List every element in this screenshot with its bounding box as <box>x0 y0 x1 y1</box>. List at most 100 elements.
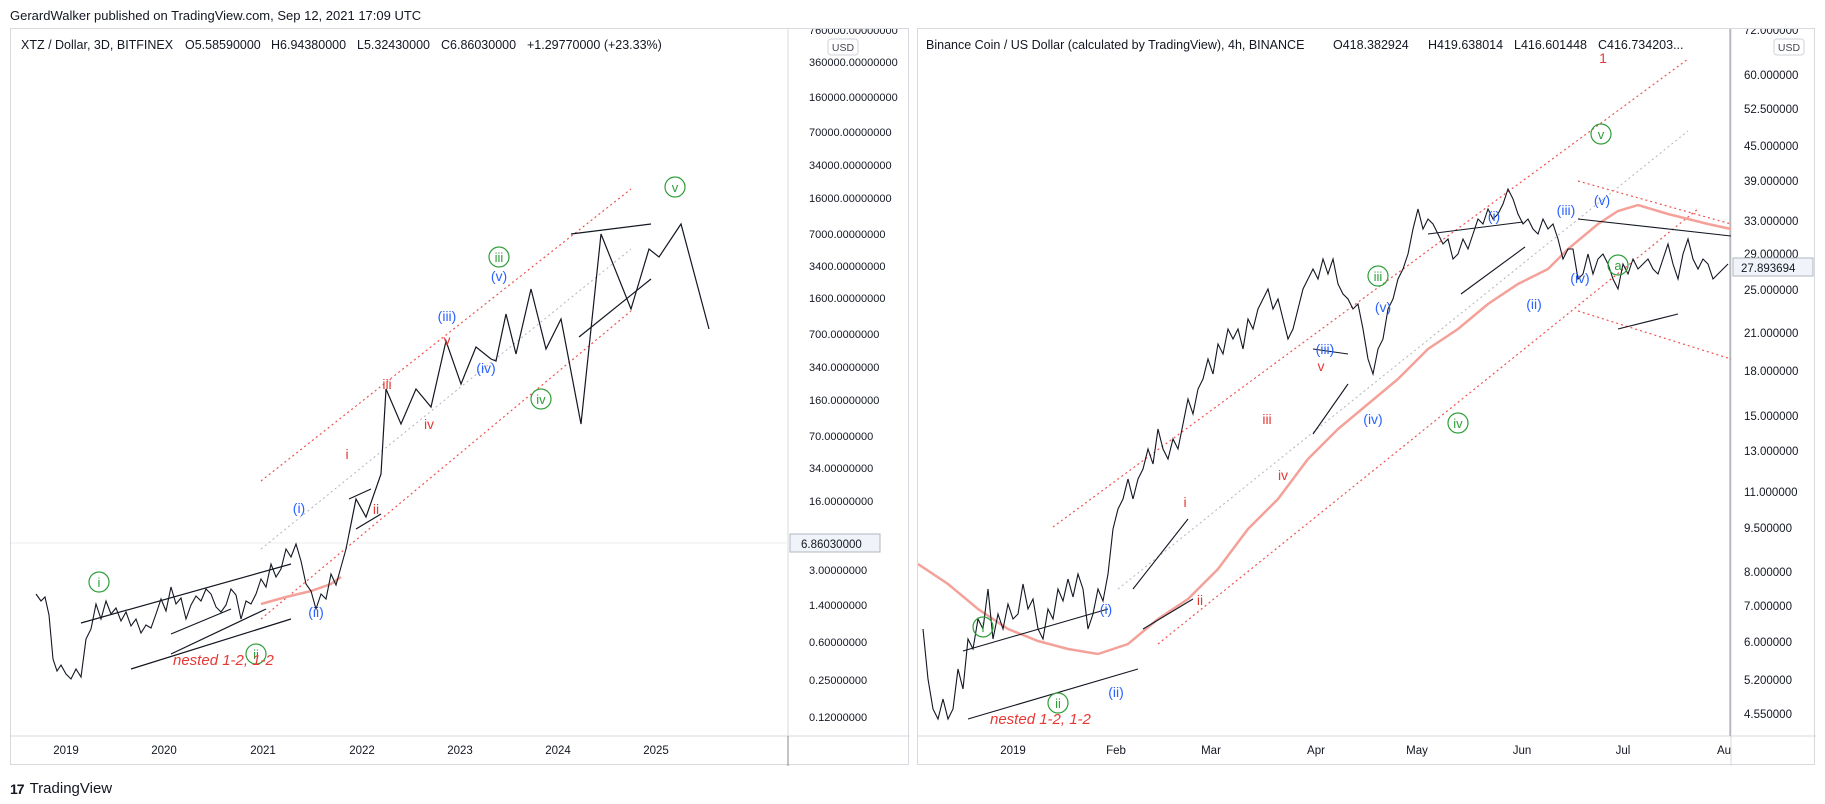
xtz-wave-label: iii <box>382 376 391 392</box>
xtz-projection-path <box>348 222 710 535</box>
bnb-wave-circle <box>1047 692 1069 714</box>
xtz-low: L5.32430000 <box>357 38 430 52</box>
xtz-close: C6.86030000 <box>441 38 516 52</box>
bnb-wave-label: iii <box>1374 269 1383 284</box>
xtz-xtick: 2021 <box>250 745 276 757</box>
xtz-ytick: 160000.00000000 <box>809 92 898 104</box>
xtz-wave-label: (iv) <box>476 360 495 376</box>
bnb-trendline <box>1312 383 1349 435</box>
xtz-wave-label: iv <box>424 416 434 432</box>
xtz-change: +1.29770000 (+23.33%) <box>527 38 662 52</box>
xtz-channel-upper <box>260 188 632 482</box>
bnb-ytick: 52.500000 <box>1744 104 1798 116</box>
bnb-xtick: Feb <box>1106 745 1126 757</box>
xtz-ytick: 700.00000000 <box>809 329 879 341</box>
bnb-chart-svg[interactable]: Binance Coin / US Dollar (calculated by … <box>917 25 1816 766</box>
xtz-xtick: 2023 <box>447 745 473 757</box>
bnb-wave-label: (v) <box>1375 299 1391 315</box>
bnb-ytick: 18.000000 <box>1744 366 1798 378</box>
bnb-ytick: 33.000000 <box>1744 216 1798 228</box>
bnb-wave-label: iv <box>1453 416 1463 431</box>
bnb-wave-label: (v) <box>1594 192 1610 208</box>
bnb-xtick: Apr <box>1307 745 1325 757</box>
bnb-wave-label: (iv) <box>1363 411 1382 427</box>
bnb-wave-label: (iv) <box>1570 270 1589 286</box>
xtz-open: O5.58590000 <box>185 38 261 52</box>
xtz-trendline <box>130 618 292 670</box>
bnb-trendline <box>1427 221 1524 235</box>
bnb-wave-circle <box>1590 123 1612 145</box>
bnb-ytick: 5.200000 <box>1744 675 1792 687</box>
bnb-currency-badge[interactable] <box>1773 38 1805 56</box>
bnb-trendline <box>1142 598 1194 630</box>
xtz-ytick: 70.00000000 <box>809 431 873 443</box>
xtz-currency-badge[interactable] <box>827 38 859 56</box>
xtz-last-price-tag <box>789 533 881 553</box>
bnb-low: L416.601448 <box>1514 38 1587 52</box>
xtz-ytick: 16000.00000000 <box>809 193 892 205</box>
xtz-trendline <box>348 488 372 500</box>
xtz-ytick: 1600.00000000 <box>809 293 885 305</box>
bnb-wave-circle <box>1447 412 1469 434</box>
publisher-line: GerardWalker published on TradingView.co… <box>10 8 422 23</box>
bnb-ytick: 25.000000 <box>1744 285 1798 297</box>
bnb-wave-label: iii <box>1262 411 1271 427</box>
bnb-wave-label: v <box>1318 358 1325 374</box>
xtz-ytick: 7000.00000000 <box>809 229 885 241</box>
xtz-wave-label: ii <box>373 501 379 517</box>
xtz-wave-label: ii <box>253 647 259 662</box>
tradingview-logo-icon[interactable]: 17 <box>10 780 25 797</box>
xtz-wave-label: iv <box>536 392 546 407</box>
xtz-wave-label: (i) <box>293 500 305 516</box>
xtz-ytick: 0.60000000 <box>809 637 867 649</box>
bnb-last-price-tag <box>1732 257 1814 277</box>
xtz-xtick: 2024 <box>545 745 571 757</box>
bnb-ytick: 8.000000 <box>1744 567 1792 579</box>
bnb-ytick: 45.000000 <box>1744 141 1798 153</box>
xtz-wave-circle <box>488 246 510 268</box>
bnb-wave-label: (ii) <box>1108 684 1124 700</box>
bnb-trendline <box>1460 246 1526 295</box>
xtz-trendline <box>570 223 652 235</box>
xtz-last-price-label: 6.86030000 <box>801 539 862 551</box>
footer-brand[interactable]: TradingView <box>29 780 113 797</box>
xtz-wave-label: (iii) <box>438 308 457 324</box>
bnb-ytick: 60.000000 <box>1744 70 1798 82</box>
xtz-trendline <box>170 608 267 655</box>
bnb-chart-panel: Binance Coin / US Dollar (calculated by … <box>917 25 1816 766</box>
xtz-trendline <box>170 608 232 635</box>
xtz-chart-svg[interactable]: XTZ / Dollar, 3D, BITFINEX O5.58590000 H… <box>11 25 910 766</box>
xtz-wave-label: v <box>672 180 679 195</box>
bnb-xtick: Au <box>1717 745 1731 757</box>
bnb-wave-label: (i) <box>1100 601 1112 617</box>
xtz-wave-label: v <box>444 332 451 348</box>
xtz-trendline <box>355 513 382 530</box>
xtz-xtick: 2025 <box>643 745 669 757</box>
bnb-open: O418.382924 <box>1333 38 1409 52</box>
xtz-ytick: 34.00000000 <box>809 463 873 475</box>
bnb-ytick: 11.000000 <box>1744 487 1798 499</box>
bnb-moving-average <box>917 203 1732 656</box>
xtz-chart-panel: XTZ / Dollar, 3D, BITFINEX O5.58590000 H… <box>10 25 910 766</box>
bnb-wave-label: (i) <box>1488 208 1500 224</box>
xtz-y-ticks: 760000.00000000 360000.00000000 160000.0… <box>809 25 898 724</box>
xtz-ytick: 1.40000000 <box>809 600 867 612</box>
xtz-ytick: 16.00000000 <box>809 496 873 508</box>
bnb-wave-label: i <box>982 620 985 635</box>
xtz-trendline <box>80 563 292 624</box>
bnb-wave-label: a <box>1614 258 1622 273</box>
xtz-wave-label: i <box>98 575 101 590</box>
bnb-trendline <box>1617 313 1679 330</box>
xtz-ytick: 34000.00000000 <box>809 160 892 172</box>
footer: 17 TradingView <box>10 780 112 797</box>
bnb-xtick: Mar <box>1201 745 1221 757</box>
xtz-ytick: 160.00000000 <box>809 395 879 407</box>
bnb-ytick: 72.000000 <box>1744 29 1798 37</box>
bnb-close: C416.734203... <box>1598 38 1684 52</box>
bnb-currency-label: USD <box>1778 42 1801 54</box>
xtz-xtick: 2022 <box>349 745 375 757</box>
xtz-price-line <box>35 533 350 680</box>
xtz-ytick: 360000.00000000 <box>809 57 898 69</box>
xtz-trendline <box>578 278 652 338</box>
bnb-wave-label: ii <box>1055 696 1061 711</box>
